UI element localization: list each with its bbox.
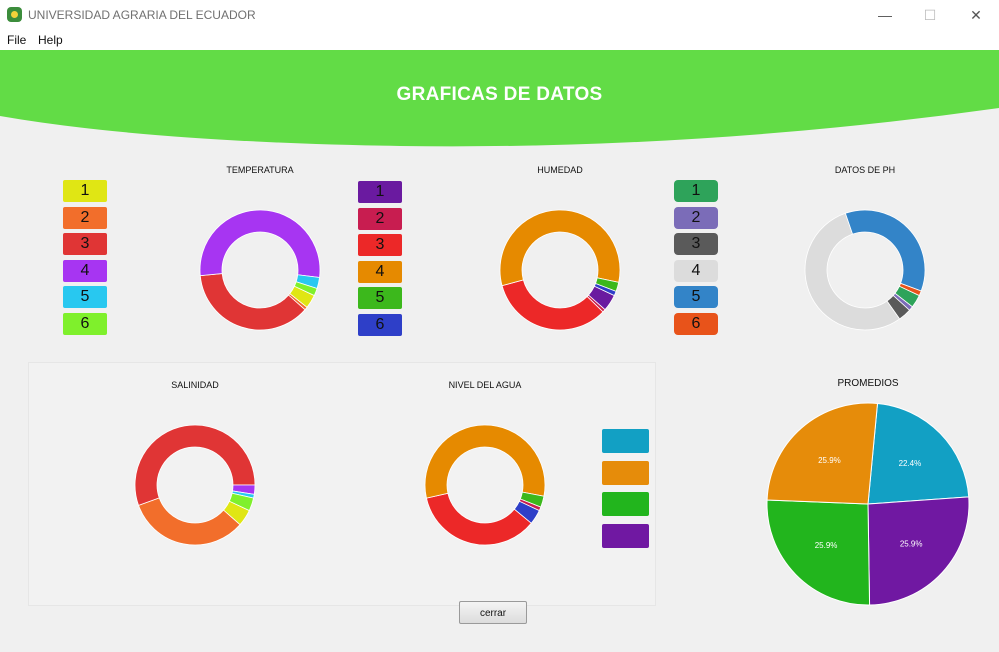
- donut-segment-nivel_agua-3: [424, 424, 546, 499]
- legend-item-temperatura-1: 1: [63, 180, 107, 202]
- pie-slice-promedios-2: [867, 496, 970, 606]
- legend-item-temperatura-3: 3: [63, 233, 107, 255]
- close-button[interactable]: ✕: [970, 7, 982, 23]
- donut-segment-humedad-4: [499, 209, 621, 287]
- legend-item-temperatura-2: 2: [63, 206, 107, 229]
- legend-item-ph-6: 6: [674, 312, 718, 335]
- donut-segment-humedad-3: [501, 279, 604, 331]
- donut-segment-temperatura-6: [293, 281, 318, 297]
- chart-title-promedios: PROMEDIOS: [837, 378, 899, 389]
- cerrar-button[interactable]: cerrar: [459, 601, 527, 624]
- legend-item-ph-1: 1: [674, 180, 718, 202]
- donut-segment-humedad-6: [593, 283, 617, 297]
- window-titlebar: UNIVERSIDAD AGRARIA DEL ECUADOR — ☐ ✕: [0, 0, 999, 30]
- legend-item-humedad-2: 2: [358, 207, 402, 230]
- legend-item-ph-4: 4: [674, 259, 718, 282]
- bottom-panel: [28, 362, 656, 606]
- donut-chart-ph: [804, 209, 926, 331]
- header-banner: [0, 50, 999, 147]
- legend-item-humedad-1: 1: [358, 181, 402, 203]
- pie-label-promedios-4: 25.9%: [818, 456, 841, 465]
- menu-help[interactable]: Help: [38, 33, 63, 47]
- app-logo-icon: [7, 7, 22, 22]
- legend-item-temperatura-5: 5: [63, 286, 107, 308]
- donut-segment-ph-5: [844, 209, 926, 292]
- chart-title-temperatura: TEMPERATURA: [226, 165, 294, 175]
- pie-slice-promedios-4: [766, 402, 879, 505]
- legend-item-ph-2: 2: [674, 206, 718, 229]
- donut-segment-salinidad-6: [228, 492, 255, 512]
- legend-item-humedad-4: 4: [358, 260, 402, 283]
- legend-item-humedad-3: 3: [358, 234, 402, 256]
- donut-segment-temperatura-4: [199, 209, 321, 278]
- donut-chart-nivel-agua: [424, 424, 546, 546]
- legend-item-humedad-5: 5: [358, 287, 402, 309]
- window-title: UNIVERSIDAD AGRARIA DEL ECUADOR: [28, 8, 256, 22]
- legend-item-temperatura-4: 4: [63, 259, 107, 282]
- maximize-button[interactable]: ☐: [923, 7, 937, 23]
- pie-chart-promedios: 22.4% 25.9% 25.9% 25.9%: [766, 402, 970, 606]
- legend-item-promedios-4: [602, 523, 649, 548]
- chart-title-humedad: HUMEDAD: [537, 165, 583, 175]
- legend-item-promedios-1: [602, 429, 649, 453]
- page-title: GRAFICAS DE DATOS: [396, 84, 603, 105]
- pie-label-promedios-2: 25.9%: [900, 540, 923, 549]
- pie-slice-promedios-3: [766, 499, 871, 606]
- donut-segment-temperatura-3: [199, 273, 306, 331]
- menu-file[interactable]: File: [7, 33, 27, 47]
- pie-label-promedios-3: 25.9%: [815, 541, 838, 550]
- menu-bar: File Help: [0, 30, 999, 50]
- legend-item-ph-5: 5: [674, 286, 718, 308]
- donut-chart-temperatura: [199, 209, 321, 331]
- donut-segment-salinidad-2: [138, 497, 241, 546]
- chart-title-salinidad: SALINIDAD: [171, 380, 219, 390]
- legend-item-humedad-6: 6: [358, 313, 402, 336]
- donut-segment-ph-4: [804, 212, 901, 331]
- pie-slice-promedios-1: [867, 402, 970, 505]
- legend-item-temperatura-6: 6: [63, 312, 107, 335]
- donut-segment-salinidad-3: [134, 424, 256, 506]
- legend-item-ph-3: 3: [674, 233, 718, 255]
- donut-chart-humedad: [499, 209, 621, 331]
- chart-title-ph: DATOS DE PH: [834, 165, 896, 175]
- legend-item-promedios-3: [602, 492, 649, 516]
- donut-segment-ph-6: [898, 282, 922, 297]
- pie-label-promedios-1: 22.4%: [899, 459, 922, 468]
- donut-segment-nivel_agua-5: [518, 498, 542, 512]
- legend-item-promedios-2: [602, 460, 649, 485]
- chart-title-nivel-agua: NIVEL DEL AGUA: [448, 380, 522, 390]
- donut-segment-nivel_agua-2: [425, 492, 532, 546]
- donut-chart-salinidad: [134, 424, 256, 546]
- minimize-button[interactable]: —: [878, 7, 892, 23]
